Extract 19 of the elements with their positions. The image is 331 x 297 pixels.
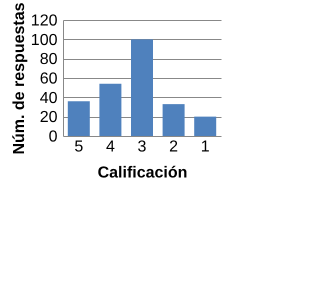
y-tick-label: 0 bbox=[48, 128, 58, 146]
y-tick-label: 20 bbox=[40, 109, 58, 126]
bar bbox=[99, 84, 122, 136]
x-tick-label: 3 bbox=[138, 138, 147, 156]
bar bbox=[131, 39, 153, 136]
x-tick-label: 2 bbox=[169, 138, 178, 156]
y-tick-label: 80 bbox=[40, 51, 58, 68]
y-tick-label: 120 bbox=[30, 12, 58, 30]
x-tick-label: 5 bbox=[74, 138, 84, 156]
x-axis-title: Calificación bbox=[98, 164, 188, 182]
x-tick-label: 4 bbox=[106, 138, 115, 156]
bar bbox=[194, 116, 216, 136]
bar bbox=[68, 101, 90, 136]
bar bbox=[162, 104, 185, 136]
y-tick-label: 40 bbox=[40, 90, 58, 107]
y-tick-label: 60 bbox=[40, 70, 58, 88]
y-tick-label: 100 bbox=[30, 32, 58, 49]
y-axis-title: Núm. de respuestas bbox=[10, 2, 28, 155]
x-tick-label: 1 bbox=[200, 138, 210, 156]
